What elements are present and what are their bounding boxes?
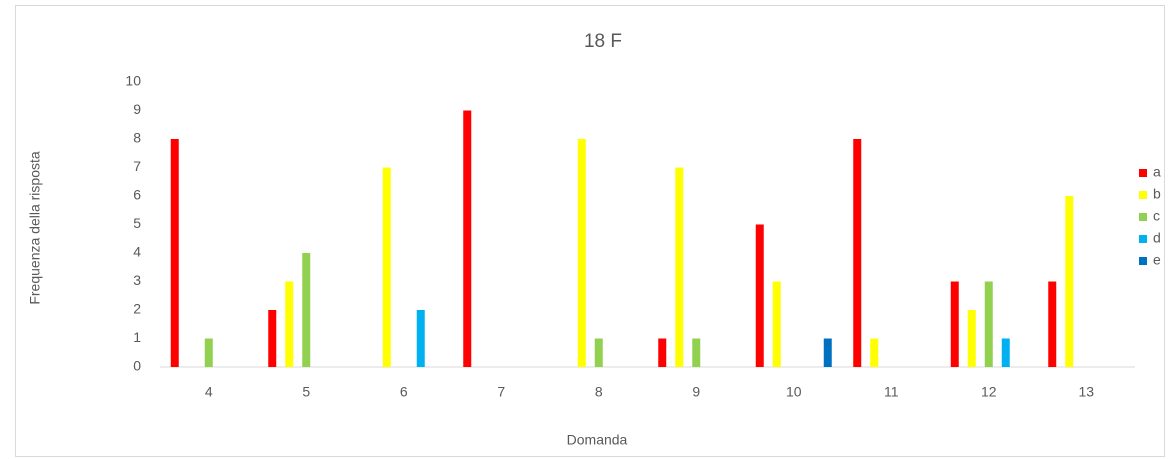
legend-swatch xyxy=(1139,213,1147,221)
bar xyxy=(594,338,603,367)
legend-label: a xyxy=(1153,164,1161,180)
bar xyxy=(170,139,179,367)
bar xyxy=(382,167,391,367)
y-tick-label: 7 xyxy=(133,158,141,174)
bar xyxy=(577,139,586,367)
bar xyxy=(823,338,832,367)
chart-border xyxy=(15,5,1165,457)
bar xyxy=(692,338,701,367)
legend-label: e xyxy=(1153,252,1161,268)
bar xyxy=(658,338,667,367)
chart-title: 18 F xyxy=(584,31,622,52)
y-tick-label: 0 xyxy=(133,358,141,374)
bar xyxy=(755,224,764,367)
y-tick-label: 5 xyxy=(133,215,141,231)
legend-swatch xyxy=(1139,191,1147,199)
legend-label: d xyxy=(1153,230,1161,246)
bar xyxy=(870,338,879,367)
bar xyxy=(984,281,993,367)
y-tick-label: 1 xyxy=(133,329,141,345)
bar xyxy=(853,139,862,367)
x-tick-label: 10 xyxy=(786,384,802,400)
bar xyxy=(268,310,277,367)
bar xyxy=(1065,196,1074,367)
x-tick-label: 12 xyxy=(981,384,997,400)
bar xyxy=(302,253,311,367)
bar xyxy=(416,310,425,367)
x-axis-label: Domanda xyxy=(567,432,628,448)
legend-swatch xyxy=(1139,235,1147,243)
x-tick-label: 9 xyxy=(692,384,700,400)
legend-swatch xyxy=(1139,257,1147,265)
y-tick-label: 10 xyxy=(125,73,141,89)
y-tick-label: 6 xyxy=(133,187,141,203)
x-tick-label: 6 xyxy=(400,384,408,400)
bar xyxy=(772,281,781,367)
y-tick-label: 3 xyxy=(133,272,141,288)
x-tick-label: 8 xyxy=(595,384,603,400)
x-tick-label: 7 xyxy=(497,384,505,400)
legend-swatch xyxy=(1139,169,1147,177)
bar xyxy=(463,110,472,367)
bar xyxy=(950,281,959,367)
y-tick-label: 4 xyxy=(133,244,141,260)
y-tick-label: 8 xyxy=(133,130,141,146)
bar xyxy=(967,310,976,367)
bar xyxy=(1001,338,1010,367)
x-tick-label: 11 xyxy=(884,384,899,400)
bar xyxy=(204,338,213,367)
x-tick-label: 13 xyxy=(1078,384,1094,400)
legend-label: c xyxy=(1153,208,1160,224)
y-tick-label: 2 xyxy=(133,301,141,317)
x-tick-label: 5 xyxy=(302,384,310,400)
bar xyxy=(675,167,684,367)
bar xyxy=(285,281,294,367)
bar xyxy=(1048,281,1057,367)
legend-label: b xyxy=(1153,186,1161,202)
x-tick-label: 4 xyxy=(205,384,213,400)
y-tick-label: 9 xyxy=(133,101,141,117)
y-axis-label: Frequenza della risposta xyxy=(27,151,43,305)
